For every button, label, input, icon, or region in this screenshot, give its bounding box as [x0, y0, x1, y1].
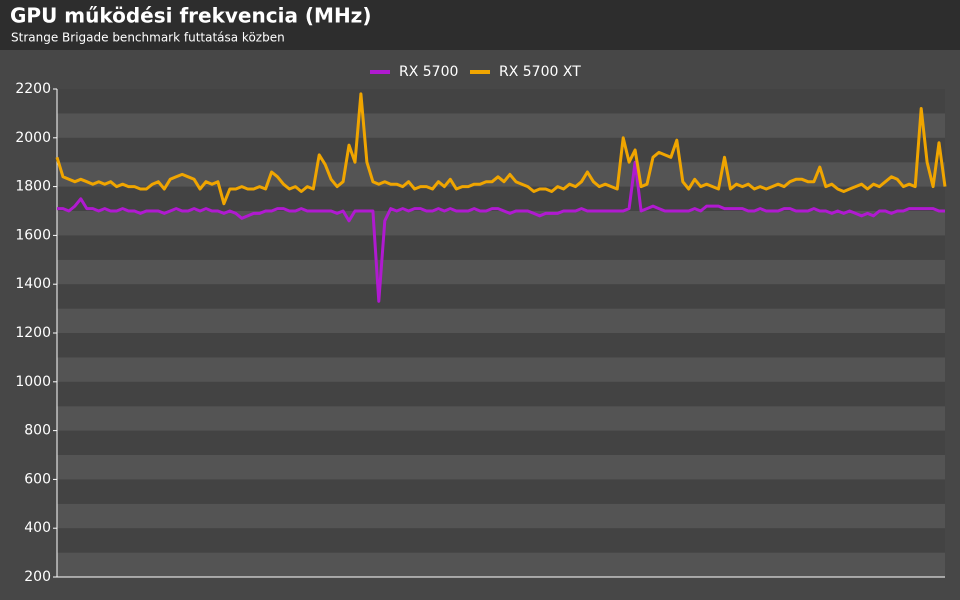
y-tick-label: 1200 [15, 325, 51, 341]
series-line [55, 92, 947, 206]
band [57, 211, 945, 236]
chart-subtitle: Strange Brigade benchmark futtatása közb… [11, 31, 285, 45]
band [57, 284, 945, 309]
y-tick-label: 1000 [15, 374, 51, 390]
y-tick-label: 1800 [15, 179, 51, 195]
band [57, 552, 945, 577]
y-tick-label: 1600 [15, 227, 51, 243]
band [57, 186, 945, 211]
band [57, 89, 945, 114]
band [57, 430, 945, 455]
y-tick-label: 800 [24, 423, 51, 439]
y-tick-label: 1400 [15, 276, 51, 292]
band [57, 503, 945, 529]
band [57, 113, 945, 138]
band [57, 137, 945, 163]
header [0, 0, 960, 50]
band [57, 235, 945, 260]
y-tick-label: 200 [24, 569, 51, 585]
band [57, 357, 945, 382]
band [57, 455, 945, 480]
band [57, 528, 945, 553]
y-tick-label: 2000 [15, 130, 51, 146]
y-tick-label: 2200 [15, 81, 51, 97]
chart-title: GPU működési frekvencia (MHz) [10, 4, 371, 28]
legend-label: RX 5700 [399, 64, 458, 80]
y-tick-label: 400 [24, 520, 51, 536]
band [57, 333, 945, 358]
series-line [57, 160, 945, 303]
band [57, 479, 945, 504]
band [57, 259, 945, 285]
band [57, 308, 945, 333]
y-tick-label: 600 [24, 471, 51, 487]
band [57, 381, 945, 407]
legend-label: RX 5700 XT [499, 64, 581, 80]
band [57, 406, 945, 431]
